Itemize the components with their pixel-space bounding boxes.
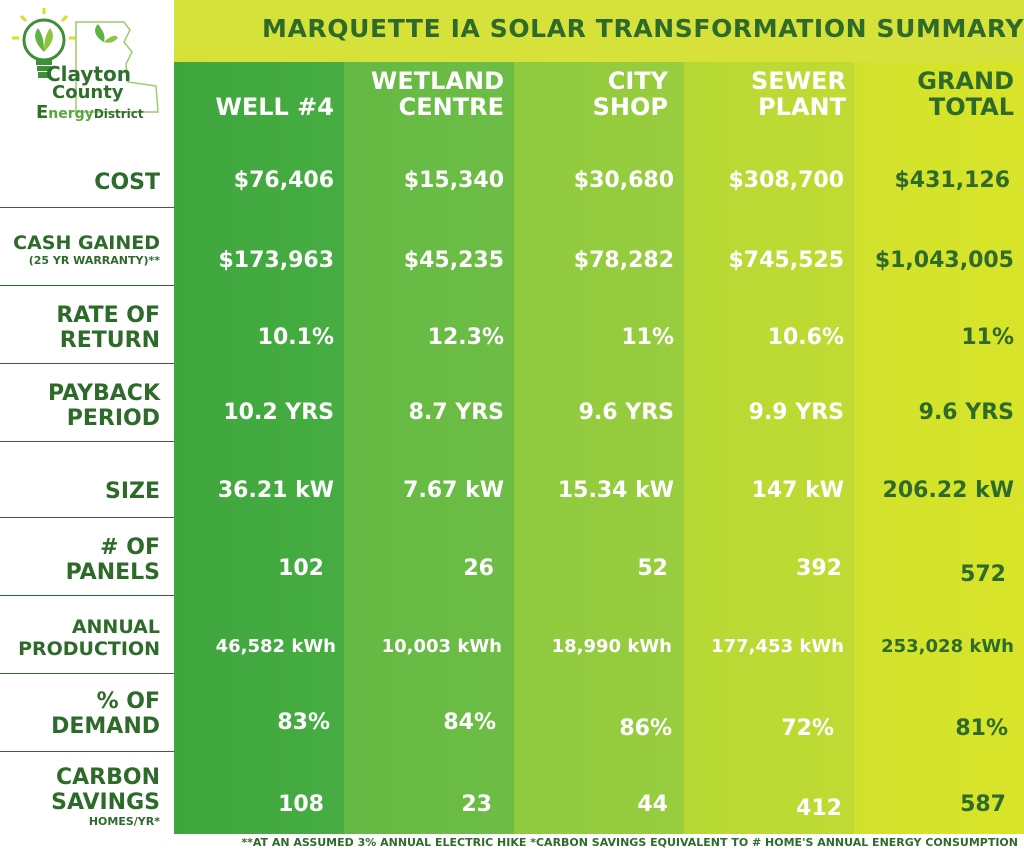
logo-line-county: County (52, 82, 124, 103)
cell-carbon-wetland: 23 (461, 792, 492, 817)
column-bg-cityshop (514, 62, 684, 834)
cell-rate-sewer: 10.6% (767, 325, 844, 350)
cell-size-sewer: 147 kW (751, 478, 844, 503)
cell-payback-wetland: 8.7 YRS (408, 400, 504, 425)
cell-size-well4: 36.21 kW (217, 478, 334, 503)
row-label-percent-of-demand: % OF DEMAND (51, 689, 160, 739)
cell-carbon-sewer: 412 (796, 796, 842, 821)
cell-cost-total: $431,126 (894, 168, 1010, 193)
cell-rate-total: 11% (961, 325, 1014, 350)
cell-production-total: 253,028 kWh (881, 636, 1014, 657)
title-bar (174, 0, 1024, 62)
row-divider (0, 751, 174, 752)
cell-payback-sewer: 9.9 YRS (748, 400, 844, 425)
cell-production-wetland: 10,003 kWh (381, 636, 502, 657)
cell-panels-sewer: 392 (796, 556, 842, 581)
row-label-cost: COST (94, 170, 160, 195)
row-label-carbon-savings: CARBON SAVINGS HOMES/YR* (0, 765, 160, 829)
cell-size-cityshop: 15.34 kW (557, 478, 674, 503)
cell-rate-cityshop: 11% (621, 325, 674, 350)
cell-demand-cityshop: 86% (619, 716, 672, 741)
cell-cost-sewer: $308,700 (728, 168, 844, 193)
cell-carbon-well4: 108 (278, 792, 324, 817)
cell-panels-cityshop: 52 (637, 556, 668, 581)
row-label-number-of-panels: # OF PANELS (65, 535, 160, 585)
cell-cash-sewer: $745,525 (728, 248, 844, 273)
row-divider (0, 207, 174, 208)
row-label-cash-gained: CASH GAINED (25 YR WARRANTY)** (0, 232, 160, 268)
cell-size-wetland: 7.67 kW (403, 478, 504, 503)
cell-demand-sewer: 72% (781, 716, 834, 741)
cash-gained-note: (25 YR WARRANTY)** (28, 254, 160, 267)
cell-production-cityshop: 18,990 kWh (551, 636, 672, 657)
cell-rate-well4: 10.1% (257, 325, 334, 350)
cell-panels-total: 572 (960, 562, 1006, 587)
clayton-county-logo: Clayton County EnergyDistrict (6, 8, 166, 126)
cell-payback-cityshop: 9.6 YRS (578, 400, 674, 425)
logo-line-energy-district: EnergyDistrict (36, 102, 144, 123)
row-divider (0, 673, 174, 674)
cell-demand-wetland: 84% (443, 710, 496, 735)
row-divider (0, 363, 174, 364)
cell-cash-cityshop: $78,282 (573, 248, 674, 273)
row-divider (0, 285, 174, 286)
cell-cash-well4: $173,963 (218, 248, 334, 273)
page-title: MARQUETTE IA SOLAR TRANSFORMATION SUMMAR… (262, 14, 1024, 43)
row-divider (0, 517, 174, 518)
column-bg-sewer (684, 62, 854, 834)
cell-cost-well4: $76,406 (233, 168, 334, 193)
column-bg-well4 (174, 62, 344, 834)
cell-panels-wetland: 26 (463, 556, 494, 581)
header-well4: WELL #4 (215, 93, 334, 121)
cell-rate-wetland: 12.3% (427, 325, 504, 350)
column-bg-wetland (344, 62, 514, 834)
cell-carbon-total: 587 (960, 792, 1006, 817)
cell-carbon-cityshop: 44 (637, 792, 668, 817)
footnote: **AT AN ASSUMED 3% ANNUAL ELECTRIC HIKE … (241, 836, 1018, 849)
row-label-payback-period: PAYBACK PERIOD (48, 381, 160, 431)
carbon-savings-note: HOMES/YR* (88, 815, 160, 828)
row-divider (0, 441, 174, 442)
header-wetland-centre: WETLAND CENTRE (370, 67, 504, 121)
header-sewer-plant: SEWER PLANT (750, 67, 846, 121)
cell-panels-well4: 102 (278, 556, 324, 581)
header-grand-total: GRAND TOTAL (917, 67, 1014, 121)
cell-cash-wetland: $45,235 (403, 248, 504, 273)
column-bg-total (854, 62, 1024, 834)
row-label-rate-of-return: RATE OF RETURN (56, 303, 160, 353)
cell-production-sewer: 177,453 kWh (711, 636, 844, 657)
cell-size-total: 206.22 kW (882, 478, 1014, 503)
cell-payback-well4: 10.2 YRS (223, 400, 334, 425)
cell-cost-cityshop: $30,680 (573, 168, 674, 193)
row-divider (0, 595, 174, 596)
cell-payback-total: 9.6 YRS (918, 400, 1014, 425)
row-label-annual-production: ANNUAL PRODUCTION (18, 616, 160, 660)
cell-demand-well4: 83% (277, 710, 330, 735)
lightbulb-sun-icon (12, 8, 159, 113)
header-city-shop: CITY SHOP (592, 67, 668, 121)
cell-cash-total: $1,043,005 (874, 248, 1014, 273)
cell-cost-wetland: $15,340 (403, 168, 504, 193)
cell-production-well4: 46,582 kWh (215, 636, 336, 657)
row-label-size: SIZE (104, 479, 160, 504)
cell-demand-total: 81% (955, 716, 1008, 741)
logo-line-clayton: Clayton (46, 62, 131, 86)
